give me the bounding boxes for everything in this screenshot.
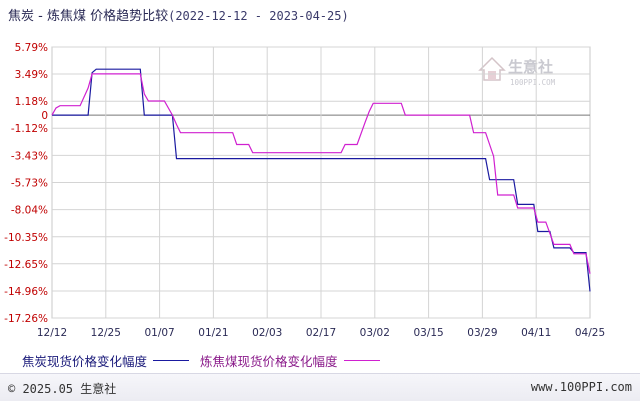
watermark-name: 生意社 (508, 58, 554, 76)
watermark: 生意社 100PPI.COM (478, 56, 555, 87)
watermark-url: 100PPI.COM (510, 78, 556, 87)
y-tick-label: 1.18% (15, 96, 48, 108)
legend-item-coal: 炼焦煤现货价格变化幅度 (200, 351, 380, 370)
y-tick-label: 0 (41, 110, 48, 122)
y-tick-label: -1.12% (11, 123, 48, 135)
y-tick-label: 3.49% (15, 69, 48, 81)
legend-item-coke: 焦炭现货价格变化幅度 (22, 351, 190, 370)
series-line-coal (51, 73, 591, 274)
y-tick-label: -14.96% (4, 286, 48, 298)
y-tick-label: -10.35% (4, 232, 48, 244)
legend-label-coke: 焦炭现货价格变化幅度 (22, 354, 148, 369)
legend-swatch-coke (153, 360, 190, 361)
chart-date-range: (2022-12-12 - 2023-04-25) (168, 9, 349, 23)
x-tick-label: 03/02 (360, 327, 390, 339)
x-tick-label: 03/15 (413, 327, 443, 339)
y-tick-label: -17.26% (4, 313, 48, 325)
chart-title-text: 焦炭 - 炼焦煤 价格趋势比较 (8, 9, 169, 24)
x-tick-label: 04/11 (521, 327, 551, 339)
price-trend-chart: 5.79% 3.49% 1.18% 0-1.12% -3.43% -5.73% -8.04%… (4, 42, 605, 339)
chart-title: 焦炭 - 炼焦煤 价格趋势比较(2022-12-12 - 2023-04-25) (8, 5, 349, 24)
x-tick-label: 12/25 (91, 327, 121, 339)
x-tick-label: 12/12 (37, 327, 67, 339)
chart-grid (51, 46, 591, 319)
y-tick-label: -3.43% (11, 150, 48, 162)
series-line-coke (52, 68, 591, 292)
y-tick-label: -8.04% (11, 205, 48, 217)
series-lines (51, 68, 591, 292)
y-tick-label: -12.65% (4, 259, 48, 271)
footer: © 2025.05 生意社 www.100PPI.com (0, 373, 640, 401)
x-axis-ticks: 12/12 12/25 01/07 01/21 02/03 02/17 03/02 03/15… (37, 327, 605, 339)
x-tick-label: 03/29 (467, 327, 497, 339)
x-tick-label: 01/07 (144, 327, 174, 339)
legend-swatch-coal (343, 360, 380, 361)
house-logo-icon (478, 56, 506, 81)
footer-copyright: © 2025.05 生意社 (8, 382, 117, 396)
footer-site-link[interactable]: www.100PPI.com (530, 380, 632, 394)
legend-label-coal: 炼焦煤现货价格变化幅度 (200, 354, 338, 369)
x-tick-label: 02/03 (252, 327, 282, 339)
x-tick-label: 01/21 (198, 327, 228, 339)
y-tick-label: 5.79% (15, 42, 48, 54)
y-tick-label: -5.73% (11, 177, 48, 189)
x-tick-label: 02/17 (306, 327, 336, 339)
x-tick-label: 04/25 (575, 327, 605, 339)
y-axis-ticks: 5.79% 3.49% 1.18% 0-1.12% -3.43% -5.73% -8.04%… (4, 42, 48, 325)
